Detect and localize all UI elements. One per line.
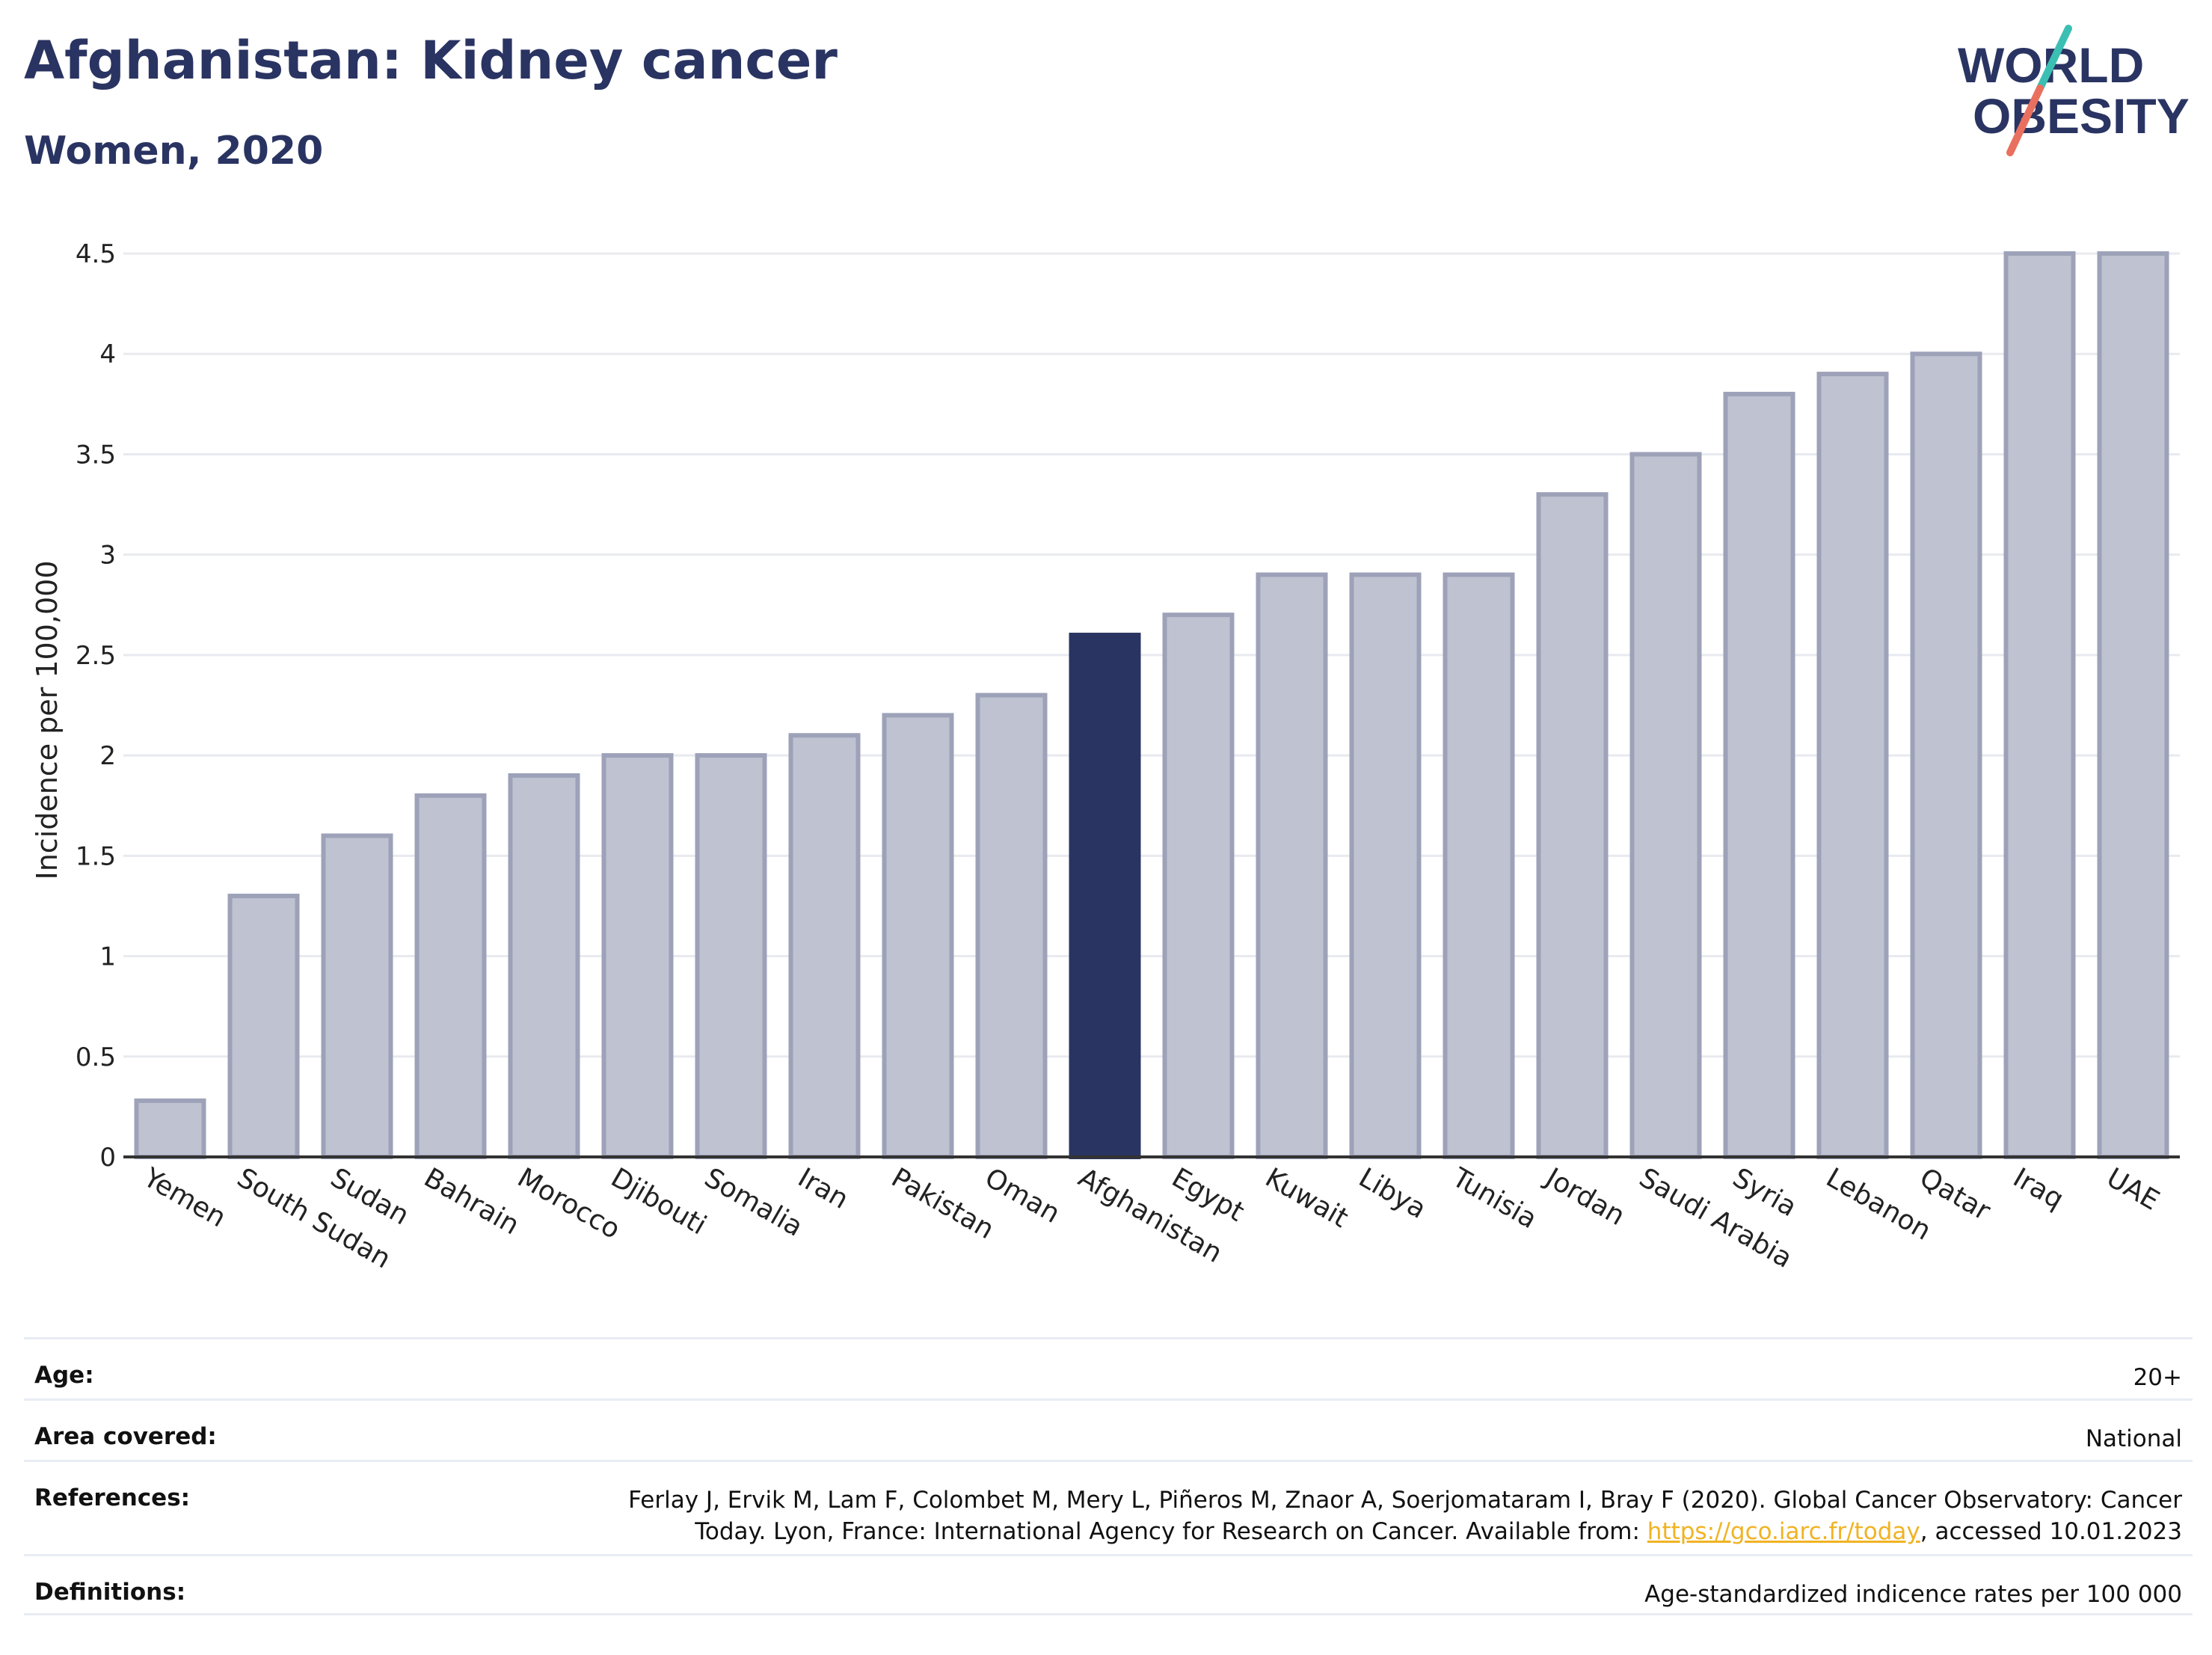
bar <box>2097 251 2169 1159</box>
meta-label-definitions: Definitions: <box>34 1579 186 1606</box>
logo-slash-coral <box>2006 85 2044 156</box>
y-tick-label: 0 <box>99 1143 116 1173</box>
bar <box>2003 251 2076 1159</box>
bar <box>975 693 1048 1159</box>
x-tick-label: Iraq <box>2008 1162 2068 1215</box>
x-tick-label: Pakistan <box>886 1162 999 1245</box>
chart-title: Afghanistan: Kidney cancer <box>24 30 838 91</box>
bar <box>1629 452 1702 1159</box>
x-tick-label: Lebanon <box>1821 1162 1936 1247</box>
bar <box>788 733 861 1159</box>
bar <box>882 713 954 1159</box>
y-tick-label: 4 <box>99 340 116 369</box>
bar <box>321 833 393 1159</box>
x-tick-label: Somalia <box>699 1162 808 1243</box>
meta-row-definitions: Definitions: Age-standardized indicence … <box>24 1554 2193 1615</box>
bar <box>1443 572 1515 1159</box>
y-tick-label: 3 <box>99 541 116 571</box>
meta-value-area: National <box>2085 1425 2182 1452</box>
bar <box>1536 492 1609 1159</box>
meta-value-age: 20+ <box>2133 1364 2182 1391</box>
reference-line-1: Ferlay J, Ervik M, Lam F, Colombet M, Me… <box>628 1487 2182 1514</box>
x-tick-label: Kuwait <box>1260 1162 1354 1234</box>
bar <box>1349 572 1422 1159</box>
bar <box>1256 572 1328 1159</box>
meta-label-references: References: <box>34 1484 191 1511</box>
meta-row-age: Age: 20+ <box>24 1337 2193 1398</box>
y-tick-label: 1.5 <box>76 841 116 871</box>
bar-chart: 0 0.5 1 1.5 2 2.5 3 3.5 4 4.5 Incidence per 100,00… <box>31 239 2180 1275</box>
y-tick-label: 3.5 <box>76 440 116 470</box>
x-tick-label: Tunisia <box>1446 1162 1542 1235</box>
meta-value-references: Ferlay J, Ervik M, Lam F, Colombet M, Me… <box>628 1484 2182 1547</box>
x-tick-label: Libya <box>1354 1162 1431 1225</box>
bar <box>1910 351 1982 1160</box>
y-axis-title: Incidence per 100,000 <box>31 560 64 879</box>
bar <box>1816 372 1889 1160</box>
bar <box>1723 391 1795 1159</box>
reference-link[interactable]: https://gco.iarc.fr/today <box>1647 1518 1920 1545</box>
x-tick-label: UAE <box>2101 1162 2164 1216</box>
chart-subtitle: Women, 2020 <box>24 129 324 174</box>
reference-line-2-post: , accessed 10.01.2023 <box>1920 1518 2182 1545</box>
y-tick-label: 1 <box>99 942 116 972</box>
y-tick-label: 2 <box>99 741 116 771</box>
logo-slash-teal <box>2036 25 2072 92</box>
x-tick-label: Morocco <box>512 1162 625 1245</box>
y-tick-label: 0.5 <box>76 1043 116 1072</box>
x-tick-label: Bahrain <box>419 1162 524 1241</box>
bar <box>134 1098 206 1160</box>
bar <box>1162 612 1235 1159</box>
x-tick-label: Iran <box>793 1162 853 1215</box>
bar <box>414 793 487 1160</box>
meta-row-references: References: Ferlay J, Ervik M, Lam F, Co… <box>24 1460 2193 1554</box>
x-tick-label: Yemen <box>138 1162 231 1234</box>
meta-label-age: Age: <box>34 1362 94 1389</box>
bar <box>601 753 674 1159</box>
x-tick-label: Jordan <box>1539 1161 1629 1232</box>
y-tick-label: 2.5 <box>76 641 116 671</box>
x-tick-label: Djibouti <box>606 1162 711 1241</box>
bar <box>508 773 580 1159</box>
metadata-table: Age: 20+ Area covered: National Referenc… <box>24 1337 2193 1615</box>
logo-text-obesity: OBESITY <box>1973 88 2190 144</box>
meta-label-area: Area covered: <box>34 1423 217 1450</box>
y-tick-label: 4.5 <box>76 239 116 269</box>
bar <box>695 753 767 1159</box>
meta-value-definitions: Age-standardized indicence rates per 100… <box>1644 1581 2182 1608</box>
bar <box>227 894 300 1159</box>
meta-row-area: Area covered: National <box>24 1398 2193 1460</box>
world-obesity-logo: WORLD OBESITY <box>1958 25 2190 156</box>
reference-line-2-pre: Today. Lyon, France: International Agenc… <box>695 1518 1647 1545</box>
bar-highlight <box>1069 633 1141 1159</box>
